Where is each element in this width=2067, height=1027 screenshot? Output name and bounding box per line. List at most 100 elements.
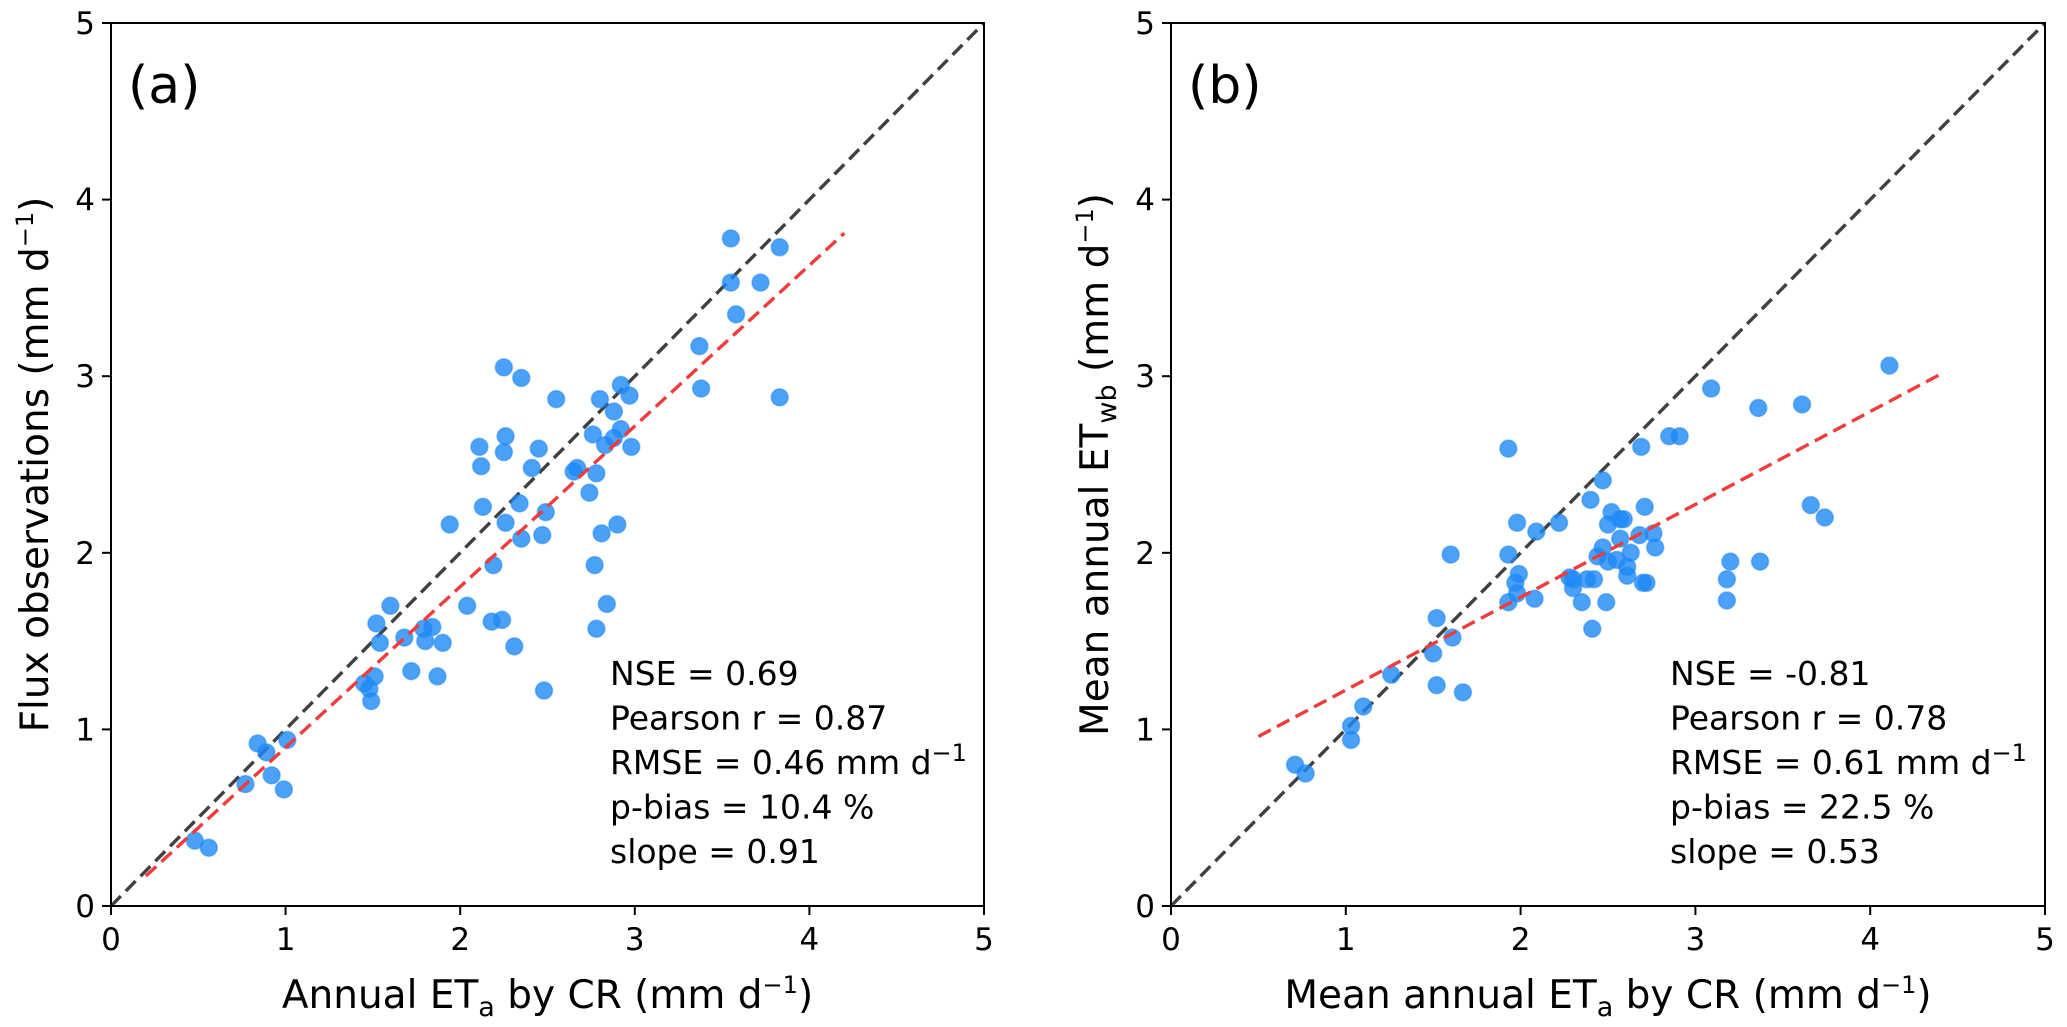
data-point (1749, 398, 1768, 418)
text-span: p-bias = 10.4 % (610, 788, 874, 827)
text-span: −1 (1992, 739, 2027, 767)
one-to-one-line (1171, 23, 2045, 906)
stats-line: NSE = 0.69 (610, 654, 799, 693)
y-tick-label: 1 (75, 712, 95, 748)
data-point (1631, 437, 1651, 457)
y-tick-label: 3 (1135, 359, 1155, 395)
stats-line: NSE = -0.81 (1670, 654, 1871, 693)
x-axis-label: Annual ETa by CR (mm d−1) (282, 971, 813, 1023)
data-point (1721, 552, 1740, 571)
text-span: (mm d (1073, 244, 1118, 385)
text-span: Mean annual ET (1284, 973, 1596, 1018)
x-tick-label: 3 (625, 922, 645, 958)
data-point (274, 780, 294, 799)
data-point (257, 743, 276, 762)
data-point (1572, 592, 1592, 612)
data-point (1453, 683, 1473, 702)
text-span: −1 (932, 739, 967, 767)
data-point (428, 667, 447, 686)
x-tick-label: 0 (1161, 922, 1181, 958)
data-point (1637, 573, 1656, 593)
data-point (365, 667, 384, 686)
y-tick-label: 5 (1135, 6, 1155, 42)
x-tick-label: 0 (101, 922, 121, 958)
y-tick-label: 5 (75, 6, 95, 42)
stats-line: Pearson r = 0.78 (1670, 699, 1947, 738)
stats-line: Pearson r = 0.87 (610, 699, 887, 738)
x-tick-label: 2 (450, 922, 470, 958)
text-span: ) (1073, 193, 1118, 208)
data-point (1354, 697, 1373, 716)
y-tick-label: 3 (75, 359, 95, 395)
data-point (585, 555, 604, 575)
data-point (1621, 543, 1640, 563)
data-point (370, 633, 390, 653)
text-span: −1 (1881, 971, 1916, 999)
data-point (770, 388, 789, 407)
data-point (492, 610, 512, 630)
data-point (262, 766, 281, 785)
stats-line: slope = 0.53 (1670, 832, 1880, 871)
data-point (496, 513, 515, 533)
regression-line (144, 231, 846, 878)
stats-line: RMSE = 0.46 mm d−1 (610, 739, 967, 782)
text-span: RMSE = 0.46 mm d (610, 743, 932, 782)
data-point (597, 594, 617, 614)
data-point (721, 273, 741, 292)
data-point (580, 483, 599, 503)
data-point (608, 515, 627, 534)
regression-line (1257, 372, 1941, 738)
text-span: RMSE = 0.61 mm d (1670, 743, 1992, 782)
data-point (199, 838, 219, 857)
axes-frame (1170, 22, 2046, 907)
x-axis-label: Mean annual ETa by CR (mm d−1) (1284, 971, 1931, 1023)
data-point (1341, 716, 1361, 736)
data-point (592, 524, 611, 543)
data-point (587, 464, 606, 483)
data-point (1507, 513, 1527, 533)
data-point (1792, 395, 1812, 414)
data-point (533, 525, 552, 545)
data-point (620, 386, 639, 405)
data-point (751, 273, 770, 292)
data-point (1499, 545, 1518, 564)
x-tick-label: 1 (1336, 922, 1356, 958)
x-tick-label: 5 (974, 922, 994, 958)
data-point (1670, 426, 1689, 446)
text-span: Pearson r = 0.78 (1670, 699, 1947, 738)
data-point (529, 439, 549, 458)
data-point (1593, 471, 1613, 490)
stats-line: RMSE = 0.61 mm d−1 (1670, 739, 2027, 782)
data-point (494, 358, 514, 377)
text-span: slope = 0.53 (1670, 832, 1880, 871)
data-point (1381, 665, 1401, 684)
y-tick-label: 2 (75, 536, 95, 572)
text-span: Pearson r = 0.87 (610, 699, 887, 738)
data-point (1509, 564, 1529, 584)
y-tick-label: 4 (1135, 183, 1155, 219)
y-tick-label: 0 (75, 889, 95, 925)
text-span: by CR (mm d (1613, 973, 1881, 1018)
data-point (496, 426, 515, 446)
data-point (423, 617, 442, 637)
stats-line: p-bias = 22.5 % (1670, 788, 1934, 827)
y-axis-label: Flux observations (mm d−1) (11, 197, 58, 733)
data-point (691, 379, 711, 398)
y-tick-label: 2 (1135, 536, 1155, 572)
x-tick-label: 4 (800, 922, 820, 958)
text-span: Flux observations (mm d (13, 247, 58, 732)
data-point (510, 494, 529, 513)
data-point (1581, 490, 1600, 510)
data-point (1525, 589, 1544, 608)
data-point (604, 402, 624, 421)
data-point (473, 497, 493, 517)
data-point (402, 661, 421, 681)
x-tick-label: 4 (1860, 922, 1880, 958)
x-tick-label: 3 (1686, 922, 1706, 958)
data-point (1645, 538, 1665, 557)
data-point (622, 437, 641, 457)
